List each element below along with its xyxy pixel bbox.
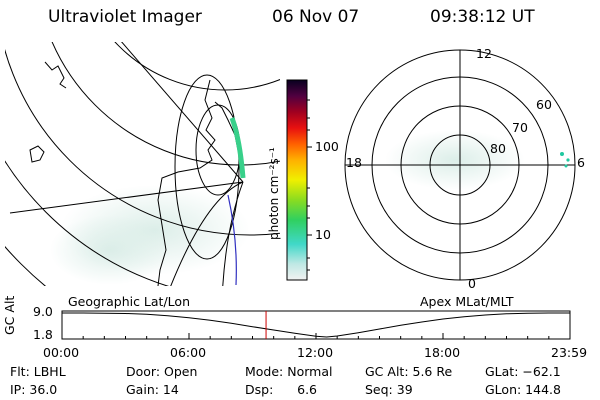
- lat-label-70: 70: [512, 120, 528, 135]
- auroral-emission: [50, 215, 170, 285]
- mlt-label-6: 6: [577, 155, 585, 170]
- gain-status: Gain: 14: [126, 382, 179, 397]
- mlt-label-0: 0: [468, 276, 476, 291]
- polar-axes: [345, 50, 575, 280]
- glon-status: GLon: 144.8: [485, 382, 561, 397]
- longitude-grid: [9, 42, 244, 286]
- auroral-spot: [566, 158, 570, 162]
- ip-status: IP: 36.0: [10, 382, 58, 397]
- timeline-xtick-label: 00:00: [43, 345, 80, 360]
- colorbar-unit: photon cm⁻²s⁻¹: [267, 147, 281, 240]
- gc-altitude-status: GC Alt: 5.6 Re: [365, 364, 453, 379]
- geo-panel-label: Geographic Lat/Lon: [68, 294, 190, 309]
- colorbar: [286, 79, 308, 281]
- colorbar-tick-10: 10: [315, 227, 331, 242]
- timeline-xtick-label: 23:59: [551, 345, 588, 360]
- door-status: Door: Open: [126, 364, 198, 379]
- timeline-xtick-label: 18:00: [424, 345, 461, 360]
- auroral-spot: [564, 164, 568, 168]
- mode-status: Mode: Normal: [245, 364, 333, 379]
- dsp-status: Dsp: 6.6: [245, 382, 318, 397]
- altitude-timeline: [61, 310, 571, 340]
- polar-plot: [344, 49, 576, 281]
- instrument-title: Ultraviolet Imager: [48, 7, 202, 27]
- auroral-arc: [229, 117, 246, 179]
- mlt-label-18: 18: [346, 155, 362, 170]
- mlt-label-12: 12: [476, 46, 492, 61]
- auroral-spot: [560, 152, 564, 156]
- timeline-xtick-label: 06:00: [170, 345, 207, 360]
- altitude-series-line: [62, 312, 570, 338]
- lat-label-80: 80: [490, 141, 506, 156]
- time-label: 09:38:12 UT: [430, 7, 535, 27]
- timeline-xtick-label: 12:00: [297, 345, 334, 360]
- filter-status: Flt: LBHL: [10, 364, 66, 379]
- timeline-ytick-bottom: 1.8: [33, 327, 53, 342]
- lat-label-60: 60: [536, 97, 552, 112]
- colorbar-ticks: [307, 99, 312, 271]
- auroral-emission: [385, 130, 525, 190]
- timeline-ylabel: GC Alt: [2, 295, 17, 335]
- seq-status: Seq: 39: [365, 382, 413, 397]
- date-label: 06 Nov 07: [272, 7, 360, 27]
- glat-status: GLat: −62.1: [485, 364, 561, 379]
- geographic-map: [5, 42, 280, 286]
- timeline-ytick-top: 9.0: [33, 304, 53, 319]
- polar-panel-label: Apex MLat/MLT: [420, 294, 514, 309]
- colorbar-tick-100: 100: [315, 139, 339, 154]
- timeline-ticks: [61, 333, 571, 339]
- footprint-track: [227, 194, 237, 286]
